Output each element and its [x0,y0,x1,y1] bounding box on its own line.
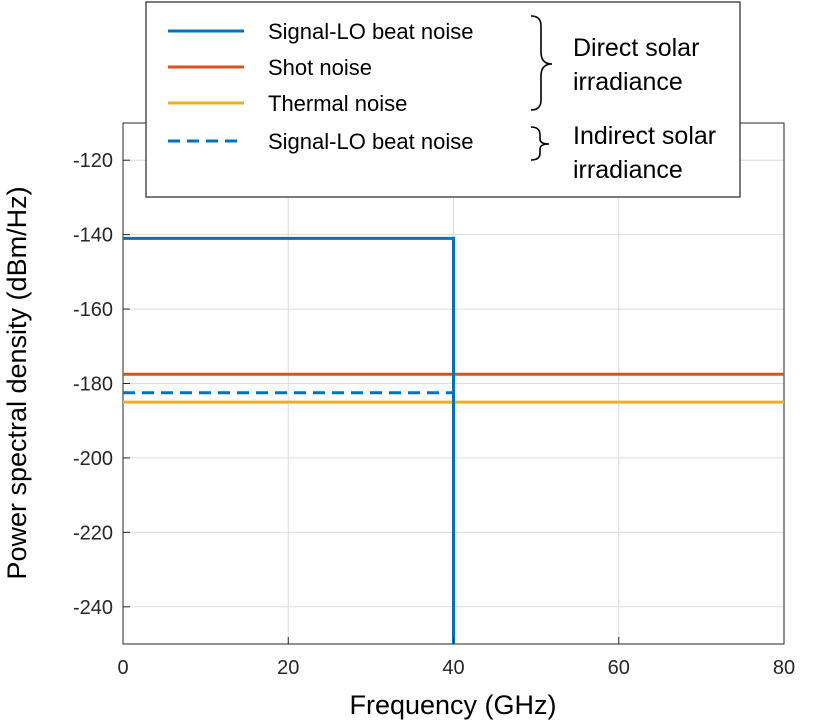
series-line-0 [123,236,455,644]
y-tick-label: -160 [73,299,113,321]
y-tick-label: -180 [73,374,113,396]
series-lines [123,236,784,644]
x-axis-label: Frequency (GHz) [349,690,556,720]
y-tick-label: -120 [73,150,113,172]
x-tick-label: 60 [608,657,630,679]
legend: Signal-LO beat noise Shot noise Thermal no… [145,1,741,198]
axis-ticks: 0 20 40 60 80 -120 -140 -160 -180 -200 -220 -240 [73,150,795,679]
legend-label-3: Signal-LO beat noise [268,129,473,154]
group-indirect-line1: Indirect solar [573,122,716,150]
legend-label-0: Signal-LO beat noise [268,19,473,44]
brace-indirect-icon [530,126,550,161]
x-tick-label: 0 [117,657,128,679]
legend-label-1: Shot noise [268,55,372,80]
y-tick-label: -240 [73,597,113,619]
y-tick-label: -140 [73,225,113,247]
legend-box [145,1,741,198]
y-axis-label: Power spectral density (dBm/Hz) [2,186,32,579]
group-indirect-line2: irradiance [573,156,683,184]
group-direct-line1: Direct solar [573,34,699,62]
y-tick-label: -220 [73,522,113,544]
legend-label-2: Thermal noise [268,91,407,116]
x-tick-label: 80 [773,657,795,679]
legend-entries: Signal-LO beat noise Shot noise Thermal no… [168,19,473,154]
group-direct-line2: irradiance [573,68,683,96]
x-tick-label: 20 [277,657,299,679]
x-tick-label: 40 [442,657,464,679]
brace-direct-icon [530,15,553,111]
y-tick-label: -200 [73,448,113,470]
